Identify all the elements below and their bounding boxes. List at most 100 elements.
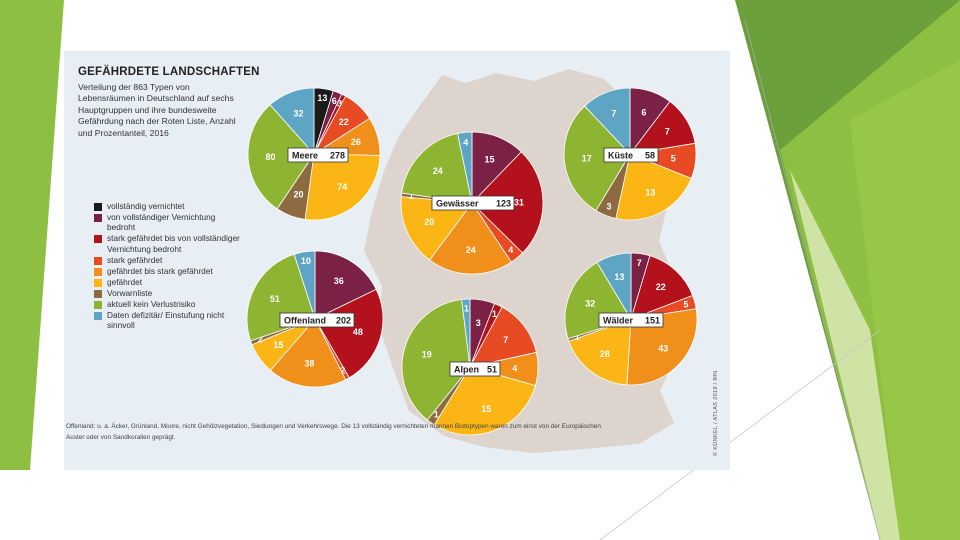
pie-value-label: 7 xyxy=(611,109,616,119)
legend-label: Vorwarnliste xyxy=(107,287,153,298)
pie-name-label: Alpen xyxy=(454,365,479,375)
pie-slice xyxy=(626,308,698,386)
pie-value-label: 2 xyxy=(258,335,263,345)
pie-slice xyxy=(457,131,473,204)
pie-name-box xyxy=(598,312,664,328)
pie-name-box xyxy=(449,361,501,377)
pie-chart-offenland: 36 48 2 38 15 2 51 10 Offenland 202 xyxy=(246,250,384,388)
chart-title: GEFÄHRDETE LANDSCHAFTEN xyxy=(78,66,260,78)
legend-item: gefährdet bis stark gefährdet xyxy=(94,266,244,276)
legend-item: Vorwarnliste xyxy=(94,288,244,298)
right-pale-green-triangle xyxy=(790,170,900,540)
legend-label: gefährdet xyxy=(107,276,143,287)
pie-name-label: Küste xyxy=(608,151,633,161)
pie-slice xyxy=(429,202,512,275)
pie-value-label: 38 xyxy=(304,359,314,369)
pie-value-label: 19 xyxy=(422,350,432,360)
legend-item: von vollständiger Vernichtung bedroht xyxy=(94,212,244,233)
legend-swatch xyxy=(94,300,102,309)
pie-value-label: 7 xyxy=(637,258,642,268)
decor-line xyxy=(744,19,881,540)
pie-total-label: 123 xyxy=(496,199,511,209)
pie-value-label: 6 xyxy=(641,108,646,118)
legend-swatch xyxy=(94,311,102,320)
pie-value-label: 4 xyxy=(463,137,468,147)
pie-value-label: 5 xyxy=(683,299,688,309)
pie-slice xyxy=(400,196,473,261)
legend-label: stark gefährdet bis von vollständiger Ve… xyxy=(107,233,240,254)
legend-item: stark gefährdet bis von vollständiger Ve… xyxy=(94,233,244,254)
pie-value-label: 20 xyxy=(293,190,303,200)
pie-value-label: 3 xyxy=(606,202,611,212)
legend-swatch xyxy=(94,203,102,211)
legend-swatch xyxy=(94,267,102,276)
pie-total-label: 151 xyxy=(645,316,660,326)
pie-name-box xyxy=(431,195,515,211)
pie-slice xyxy=(401,133,473,204)
pie-value-label: 4 xyxy=(512,363,517,373)
pie-name-label: Wälder xyxy=(603,316,634,326)
legend-label: vollständig vernichtet xyxy=(107,201,185,211)
pie-slice xyxy=(401,299,471,421)
pie-slice xyxy=(269,87,315,156)
pie-total-label: 58 xyxy=(645,151,655,161)
pie-chart-wälder: 7 22 5 43 28 1 32 13 Wälder 151 xyxy=(564,252,698,386)
pie-value-label: 80 xyxy=(265,152,275,162)
legend-label: Daten defizitär/ Einstufung nicht sinnvo… xyxy=(107,309,225,331)
pie-value-label: 7 xyxy=(665,127,670,137)
legend-item: gefährdet xyxy=(94,277,244,287)
source-credit: © KÜNKEL / ATLAS 2019 / BfN xyxy=(713,370,719,456)
pie-slice xyxy=(247,104,315,210)
legend-label: gefährdet bis stark gefährdet xyxy=(107,265,213,276)
pie-chart-küste: 6 7 5 13 3 17 7 Küste 58 xyxy=(563,87,697,221)
pie-value-label: 1 xyxy=(464,304,469,314)
pie-chart-gewässer: 15 31 4 24 20 1 24 4 Gewässer 123 xyxy=(400,131,544,275)
pie-slice xyxy=(461,298,471,368)
legend-item: stark gefährdet xyxy=(94,255,244,265)
pie-value-label: 22 xyxy=(339,117,349,127)
pie-name-label: Offenland xyxy=(284,316,326,326)
pie-name-label: Meere xyxy=(292,151,318,161)
pie-slice xyxy=(584,87,631,156)
pie-value-label: 32 xyxy=(585,299,595,309)
legend-item: aktuell kein Verlustrisiko xyxy=(94,299,244,309)
footnote: Offenland: u. a. Äcker, Grünland, Moore,… xyxy=(66,423,601,441)
legend-label: stark gefährdet xyxy=(107,254,163,265)
pie-value-label: 2 xyxy=(340,365,345,375)
pie-value-label: 13 xyxy=(317,93,327,103)
pie-value-label: 7 xyxy=(503,335,508,345)
pie-slice xyxy=(563,105,631,212)
pie-value-label: 1 xyxy=(434,410,439,420)
pie-value-label: 20 xyxy=(424,217,434,227)
pie-value-label: 48 xyxy=(353,327,363,337)
pie-slice xyxy=(314,288,384,379)
legend-swatch xyxy=(94,289,102,298)
decor-line xyxy=(599,329,881,540)
pie-value-label: 3 xyxy=(476,318,481,328)
pie-value-label: 5 xyxy=(671,154,676,164)
legend-label: von vollständiger Vernichtung bedroht xyxy=(107,212,216,233)
pie-slice xyxy=(304,153,381,221)
pie-slice xyxy=(630,255,694,320)
pie-value-label: 3 xyxy=(337,98,342,108)
legend-swatch xyxy=(94,235,102,244)
pie-value-label: 74 xyxy=(337,182,347,192)
pie-slice xyxy=(596,252,632,321)
pie-value-label: 22 xyxy=(656,282,666,292)
pie-total-label: 278 xyxy=(330,151,345,161)
pie-value-label: 17 xyxy=(582,154,592,164)
pie-value-label: 15 xyxy=(273,340,283,350)
pie-slice xyxy=(469,306,537,368)
pie-value-label: 13 xyxy=(614,272,624,282)
legend: vollständig vernichtet von vollständiger… xyxy=(94,201,244,331)
legend-swatch xyxy=(94,214,102,222)
right-mid-green-triangle xyxy=(850,60,960,540)
pie-name-box xyxy=(603,147,659,163)
pie-value-label: 26 xyxy=(351,137,361,147)
pie-value-label: 1 xyxy=(575,332,580,342)
legend-swatch xyxy=(94,278,102,287)
legend-label: aktuell kein Verlustrisiko xyxy=(107,298,196,309)
